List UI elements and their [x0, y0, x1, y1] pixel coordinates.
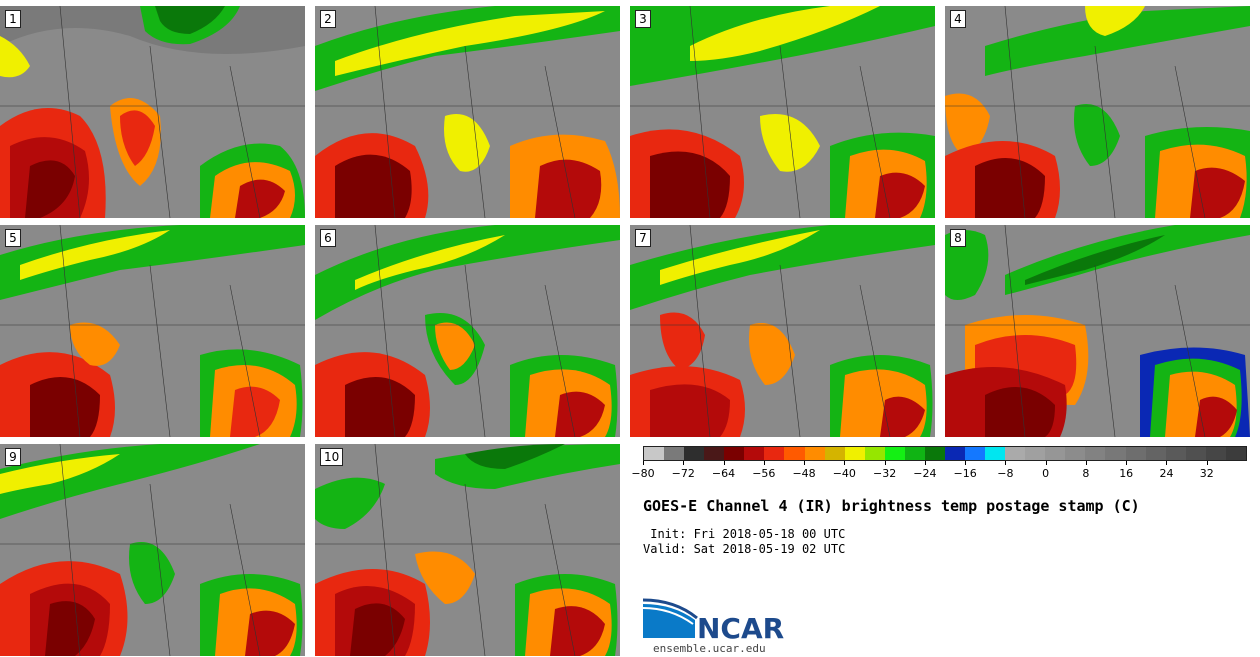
colorbar-tick [1166, 461, 1168, 465]
satellite-map-5 [0, 225, 305, 437]
colorbar-tick-label: 16 [1119, 467, 1134, 480]
colorbar-tick [683, 461, 685, 465]
ensemble-panel-10: 10 [315, 444, 620, 656]
satellite-map-4 [945, 6, 1250, 218]
colorbar-swatch [965, 447, 986, 460]
colorbar-tick-label: −80 [631, 467, 655, 480]
panel-number: 2 [320, 10, 336, 28]
colorbar-tick-label: −48 [792, 467, 816, 480]
colorbar-swatch [864, 447, 885, 460]
colorbar-tick-label: −24 [913, 467, 937, 480]
colorbar-tick-label: −16 [953, 467, 977, 480]
colorbar-swatch [944, 447, 965, 460]
colorbar-tick [1126, 461, 1128, 465]
ensemble-url: ensemble.ucar.edu [653, 642, 766, 655]
panel-number: 7 [635, 229, 651, 247]
colorbar-tick [643, 461, 644, 465]
colorbar-swatch [1225, 447, 1246, 460]
colorbar-tick [924, 461, 926, 465]
colorbar-tick-label: −32 [872, 467, 897, 480]
ensemble-panel-2: 2 [315, 6, 620, 218]
colorbar-swatch [724, 447, 745, 460]
colorbar-swatch [1105, 447, 1126, 460]
colorbar-tick [804, 461, 806, 465]
init-time: Init: Fri 2018-05-18 00 UTC [643, 527, 846, 541]
colorbar-swatch [804, 447, 825, 460]
colorbar-tick [1206, 461, 1208, 465]
ensemble-panel-9: 9 [0, 444, 305, 656]
colorbar-tick [844, 461, 846, 465]
colorbar-swatch [1125, 447, 1146, 460]
colorbar-tick [1085, 461, 1087, 465]
satellite-map-10 [315, 444, 620, 656]
satellite-map-2 [315, 6, 620, 218]
colorbar-tick-label: 8 [1082, 467, 1090, 480]
colorbar-tick-label: −64 [711, 467, 736, 480]
satellite-map-1 [0, 6, 305, 218]
colorbar-swatch [744, 447, 765, 460]
colorbar-swatch [764, 447, 785, 460]
colorbar-tick-label: −56 [752, 467, 776, 480]
colorbar-tick [763, 461, 765, 465]
colorbar-tick [965, 461, 967, 465]
colorbar-swatch [904, 447, 925, 460]
ensemble-panel-3: 3 [630, 6, 935, 218]
figure-title: GOES-E Channel 4 (IR) brightness temp po… [643, 497, 1140, 515]
ensemble-panel-6: 6 [315, 225, 620, 437]
ensemble-panel-5: 5 [0, 225, 305, 437]
colorbar-swatch [1005, 447, 1026, 460]
colorbar-swatch [784, 447, 805, 460]
ensemble-panel-4: 4 [945, 6, 1250, 218]
ncar-logo-icon [643, 598, 698, 638]
satellite-map-8 [945, 225, 1250, 437]
colorbar-swatch [924, 447, 945, 460]
ensemble-panel-1: 1 [0, 6, 305, 218]
colorbar-tick-label: −72 [671, 467, 695, 480]
panel-number: 4 [950, 10, 966, 28]
colorbar-swatch [824, 447, 845, 460]
satellite-map-6 [315, 225, 620, 437]
panel-number: 3 [635, 10, 651, 28]
colorbar-swatch [844, 447, 865, 460]
colorbar-swatch [1065, 447, 1086, 460]
colorbar-tick [1045, 461, 1047, 465]
colorbar-tick-label: 0 [1042, 467, 1050, 480]
panel-number: 1 [5, 10, 21, 28]
panel-number: 5 [5, 229, 21, 247]
colorbar-swatch [644, 447, 665, 460]
colorbar-swatch [1165, 447, 1186, 460]
panel-number: 10 [320, 448, 344, 466]
ensemble-panel-7: 7 [630, 225, 935, 437]
colorbar-swatch [1085, 447, 1106, 460]
panel-number: 6 [320, 229, 336, 247]
colorbar-swatch [1185, 447, 1206, 460]
colorbar-swatch [664, 447, 685, 460]
valid-time: Valid: Sat 2018-05-19 02 UTC [643, 542, 846, 556]
colorbar-swatch [1205, 447, 1226, 460]
satellite-map-7 [630, 225, 935, 437]
colorbar-tick [723, 461, 725, 465]
colorbar-tick-label: −40 [832, 467, 856, 480]
temperature-colorbar [643, 446, 1247, 461]
colorbar-tick [1005, 461, 1007, 465]
satellite-map-9 [0, 444, 305, 656]
panel-number: 9 [5, 448, 21, 466]
panel-number: 8 [950, 229, 966, 247]
colorbar-ticks: −80 −72 −64 −56 −48 −40 −32 −24 −16 −8 0 8 16 24 32 [631, 461, 1247, 481]
colorbar-tick-label: 24 [1159, 467, 1174, 480]
colorbar-swatch [1025, 447, 1046, 460]
colorbar-swatch [884, 447, 905, 460]
ensemble-panel-8: 8 [945, 225, 1250, 437]
colorbar-swatch [1045, 447, 1066, 460]
colorbar-swatch [684, 447, 705, 460]
ncar-logo-text: NCAR [697, 612, 785, 645]
colorbar-swatch [704, 447, 725, 460]
satellite-map-3 [630, 6, 935, 218]
colorbar-swatch [985, 447, 1006, 460]
colorbar-swatch [1145, 447, 1166, 460]
colorbar-tick-label: −8 [997, 467, 1014, 480]
colorbar-tick-label: 32 [1199, 467, 1214, 480]
colorbar-tick [884, 461, 886, 465]
